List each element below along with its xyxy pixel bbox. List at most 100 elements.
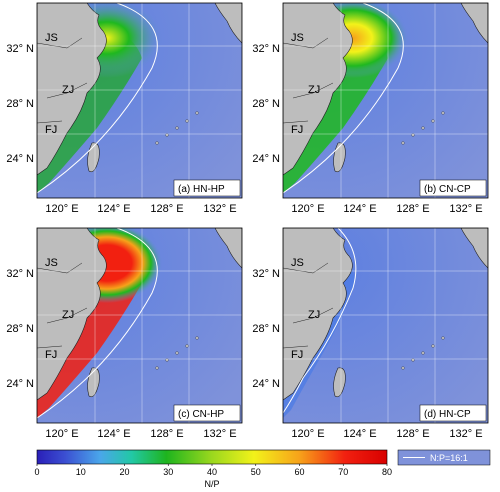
island — [175, 126, 179, 130]
island — [421, 126, 425, 130]
lat-tick-label: 28° N — [252, 323, 280, 335]
panel-frame — [282, 227, 489, 424]
lat-tick-label: 32° N — [6, 268, 34, 280]
province-label: ZJ — [308, 84, 320, 96]
island — [185, 344, 189, 348]
island — [401, 141, 405, 145]
lon-tick-label: 124° E — [97, 428, 130, 440]
korea-japan — [460, 228, 488, 269]
colorbar-label: N/P — [204, 479, 219, 489]
panel-label: (c) CN-HP — [178, 409, 224, 420]
lon-tick-label: 120° E — [291, 203, 324, 215]
map-panel-hn-hp: JS ZJ FJ (a) HN-HP 32° N 28° N 24° N 120° E 124°… — [6, 2, 243, 215]
lon-tick-label: 132° E — [449, 203, 482, 215]
lon-tick-label: 124° E — [343, 428, 376, 440]
lat-tick-label: 24° N — [6, 153, 34, 165]
province-label: FJ — [291, 124, 303, 136]
province-borders — [283, 262, 334, 349]
island — [401, 366, 405, 370]
lon-tick-label: 120° E — [291, 428, 324, 440]
island — [431, 344, 435, 348]
lon-tick-label: 132° E — [203, 428, 236, 440]
province-label: ZJ — [62, 84, 74, 96]
colorbar-tick-label: 60 — [294, 467, 304, 477]
island — [411, 358, 415, 362]
lon-tick-label: 124° E — [343, 203, 376, 215]
panel-frame — [36, 227, 243, 424]
province-label: ZJ — [308, 309, 320, 321]
province-label: JS — [291, 32, 304, 44]
lon-tick-label: 132° E — [449, 428, 482, 440]
panel-frame — [36, 2, 243, 199]
province-label: FJ — [45, 124, 57, 136]
island — [155, 141, 159, 145]
contour-line — [37, 228, 158, 419]
panels-group: JS ZJ FJ (a) HN-HP 32° N 28° N 24° N 120° E 124°… — [6, 2, 489, 440]
lat-tick-label: 32° N — [252, 43, 280, 55]
island — [421, 351, 425, 355]
colorbar-tick-label: 30 — [163, 467, 173, 477]
colorbar-tick-label: 0 — [34, 467, 39, 477]
contour-line — [283, 228, 357, 414]
korea-japan — [214, 228, 242, 269]
colorbar-tick-label: 10 — [76, 467, 86, 477]
lon-tick-label: 120° E — [45, 203, 78, 215]
island — [195, 336, 199, 340]
lat-tick-label: 32° N — [6, 43, 34, 55]
lat-tick-label: 32° N — [252, 268, 280, 280]
panel-label: (d) HN-CP — [424, 409, 471, 420]
island — [185, 119, 189, 123]
province-borders — [37, 262, 88, 349]
lon-tick-label: 132° E — [203, 203, 236, 215]
province-borders — [37, 37, 88, 124]
island — [195, 111, 199, 115]
panel-label: (a) HN-HP — [178, 184, 225, 195]
lon-tick-label: 128° E — [150, 203, 183, 215]
island — [441, 111, 445, 115]
map-panel-hn-cp: JS ZJ FJ (d) HN-CP 32° N 28° N 24° N 120° E 124°… — [252, 227, 489, 440]
colorbar-tick-label: 70 — [338, 467, 348, 477]
island — [155, 366, 159, 370]
map-panel-cn-hp: JS ZJ FJ (c) CN-HP 32° N 28° N 24° N 120° E 124°… — [6, 227, 243, 440]
panel-frame — [282, 2, 489, 199]
korea-japan — [214, 3, 242, 44]
province-label: JS — [291, 257, 304, 269]
lat-tick-label: 24° N — [252, 153, 280, 165]
lat-tick-label: 28° N — [6, 98, 34, 110]
colorbar-tick-label: 40 — [207, 467, 217, 477]
lon-tick-label: 124° E — [97, 203, 130, 215]
province-label: JS — [45, 32, 58, 44]
taiwan — [333, 367, 346, 397]
island — [165, 133, 169, 137]
lon-tick-label: 120° E — [45, 428, 78, 440]
lon-tick-label: 128° E — [396, 203, 429, 215]
province-borders — [283, 37, 334, 124]
colorbar: 0 10 20 30 40 50 60 70 80 N/P N:P=16:1 — [34, 449, 491, 489]
panel-label-box: (b) CN-CP — [419, 179, 487, 197]
province-label: ZJ — [62, 309, 74, 321]
island — [441, 336, 445, 340]
lat-tick-label: 24° N — [6, 378, 34, 390]
panel-label-box: (a) HN-HP — [173, 179, 241, 197]
panel-label-box: (d) HN-CP — [419, 404, 487, 422]
island — [175, 351, 179, 355]
colorbar-tick-label: 50 — [251, 467, 261, 477]
contour-legend: N:P=16:1 — [397, 449, 491, 466]
lat-tick-label: 28° N — [252, 98, 280, 110]
panel-label-box: (c) CN-HP — [173, 404, 241, 422]
contour-line — [37, 3, 158, 194]
contour-line — [283, 3, 404, 194]
island — [165, 358, 169, 362]
island — [411, 133, 415, 137]
lon-tick-label: 128° E — [396, 428, 429, 440]
province-label: FJ — [45, 349, 57, 361]
province-label: JS — [45, 257, 58, 269]
lon-tick-label: 128° E — [150, 428, 183, 440]
lat-tick-label: 28° N — [6, 323, 34, 335]
colorbar-tick-label: 20 — [119, 467, 129, 477]
colorbar-gradient — [36, 449, 388, 465]
contour-legend-label: N:P=16:1 — [430, 453, 468, 463]
map-panel-cn-cp: JS ZJ FJ (b) CN-CP 32° N 28° N 24° N 120° E 124°… — [252, 2, 489, 215]
korea-japan — [460, 3, 488, 44]
